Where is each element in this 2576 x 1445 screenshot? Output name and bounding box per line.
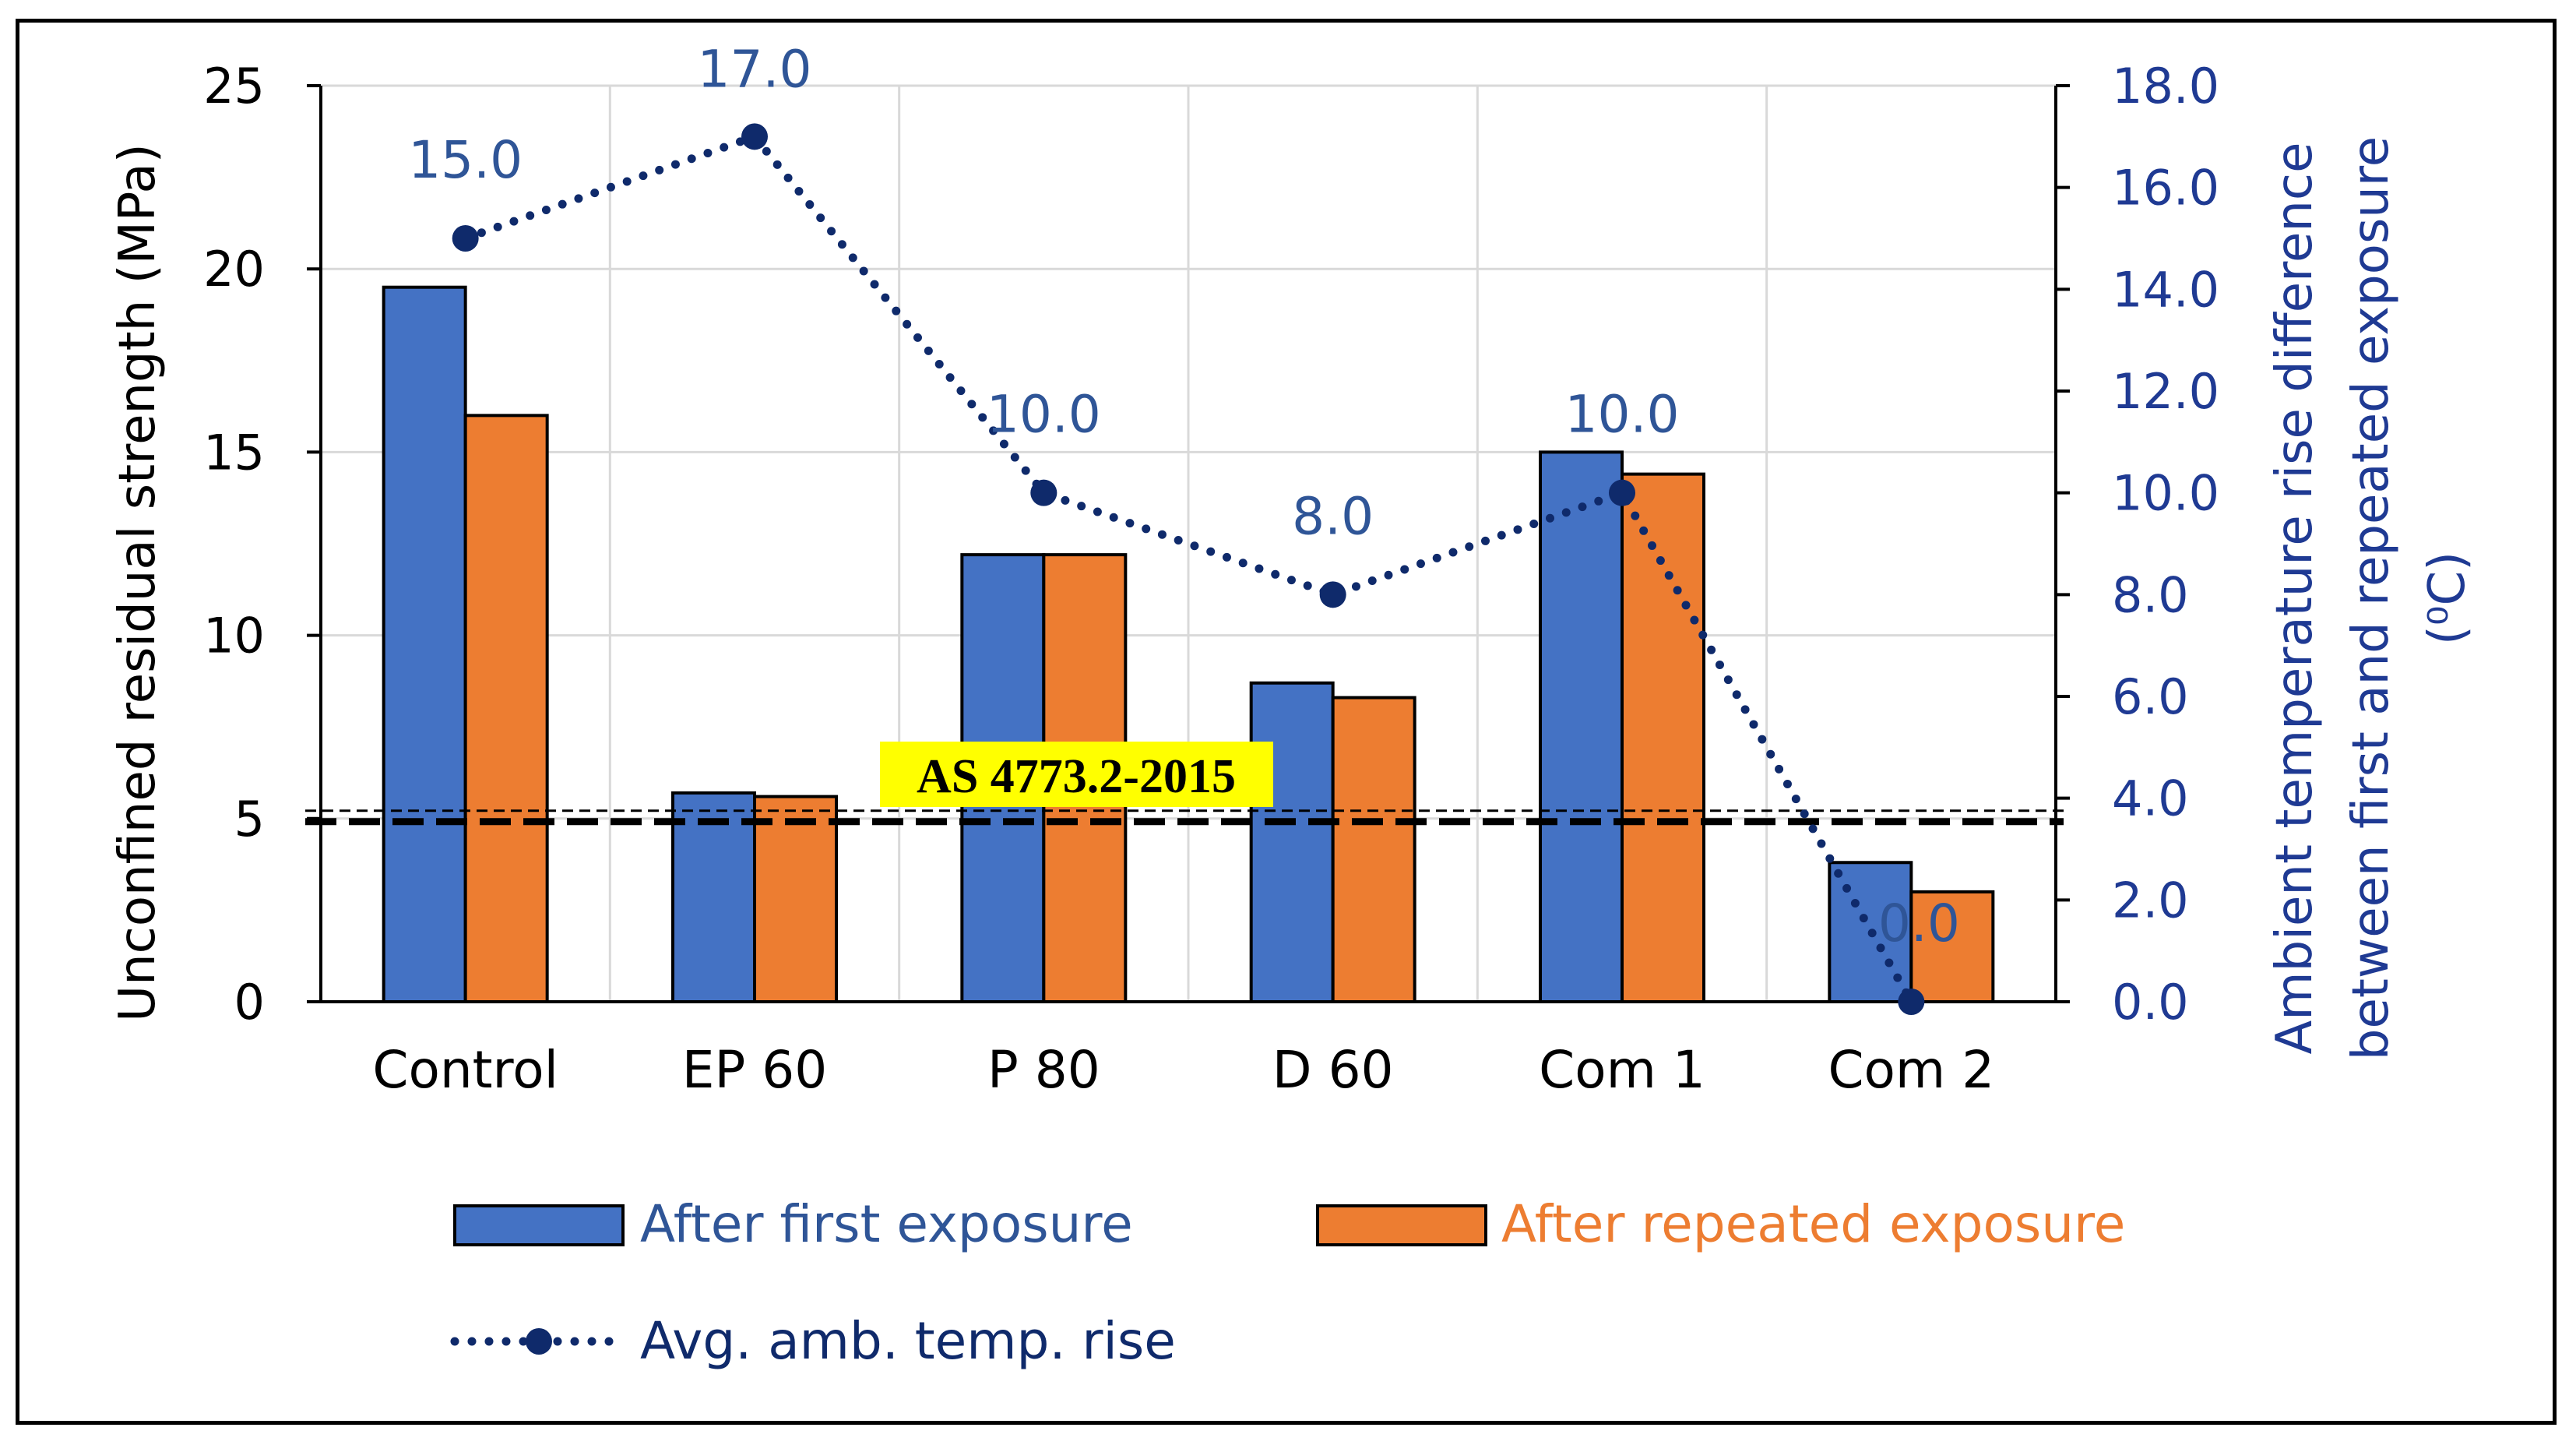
y-tick-label: 15 bbox=[203, 424, 265, 481]
bar-repeated-exposure bbox=[1331, 696, 1416, 1003]
x-tick-label: D 60 bbox=[1272, 1040, 1394, 1100]
figure-frame bbox=[16, 19, 2557, 1425]
temp-point bbox=[741, 123, 768, 150]
y2-tick-label: 16.0 bbox=[2112, 160, 2219, 217]
temp-data-label: 15.0 bbox=[408, 130, 523, 190]
legend: After first exposure After repeated expos… bbox=[450, 1194, 2125, 1371]
legend-label-temp: Avg. amb. temp. rise bbox=[640, 1311, 1176, 1371]
bar-first-exposure bbox=[1539, 450, 1624, 1003]
temp-point bbox=[1030, 479, 1057, 506]
temp-data-label: 10.0 bbox=[987, 385, 1101, 445]
y2-axis-title-unit: (⁰C) bbox=[2419, 552, 2476, 645]
legend-swatch-first-exposure bbox=[453, 1204, 625, 1246]
x-tick-label: Com 1 bbox=[1539, 1040, 1705, 1100]
temp-line bbox=[461, 131, 1916, 1006]
bar-repeated-exposure bbox=[1621, 472, 1705, 1003]
y2-axis-title-line2: between first and repeated exposure bbox=[2342, 136, 2400, 1060]
temp-point bbox=[1898, 989, 1925, 1015]
bar-first-exposure bbox=[1249, 681, 1335, 1003]
temp-data-label: 10.0 bbox=[1565, 385, 1680, 445]
y2-tick-label: 12.0 bbox=[2112, 363, 2219, 420]
legend-label-first-exposure: After first exposure bbox=[640, 1194, 1133, 1254]
y2-tick-label: 6.0 bbox=[2112, 668, 2189, 725]
y-tick-label: 25 bbox=[203, 58, 265, 115]
bar-repeated-exposure bbox=[463, 414, 549, 1003]
axes: 0 5 10 15 20 25 0.0 2.0 4.0 6.0 8.0 10.0 12.0 14.0 16.… bbox=[203, 58, 2219, 1100]
y-axis-title: Unconfined residual strength (MPa) bbox=[109, 143, 167, 1021]
y2-tick-label: 0.0 bbox=[2112, 974, 2189, 1031]
y-tick-label: 10 bbox=[203, 608, 265, 664]
bars bbox=[382, 285, 1995, 1004]
reference-label-bg bbox=[880, 742, 1273, 807]
temp-point bbox=[452, 225, 479, 252]
bar-repeated-exposure bbox=[753, 795, 838, 1003]
temp-point bbox=[1319, 581, 1346, 608]
reference-label: AS 4773.2-2015 bbox=[917, 750, 1236, 803]
y2-tick-label: 8.0 bbox=[2112, 566, 2189, 623]
legend-swatch-repeated-exposure bbox=[1316, 1204, 1487, 1246]
y2-axis-title-line1: Ambient temperature rise difference bbox=[2266, 143, 2324, 1055]
temp-data-label: 8.0 bbox=[1292, 486, 1374, 546]
y-tick-label: 20 bbox=[203, 241, 265, 298]
temp-line-series: 15.0 17.0 10.0 8.0 10.0 0.0 bbox=[408, 39, 1960, 1015]
y2-tick-label: 2.0 bbox=[2112, 872, 2189, 929]
bar-first-exposure bbox=[382, 285, 467, 1004]
gridlines bbox=[321, 84, 2057, 1002]
x-tick-label: Com 2 bbox=[1828, 1040, 1994, 1100]
temp-data-label: 0.0 bbox=[1878, 893, 1960, 953]
reference-line: AS 4773.2-2015 bbox=[305, 742, 2064, 826]
temp-point bbox=[1609, 479, 1635, 506]
legend-label-repeated-exposure: After repeated exposure bbox=[1501, 1194, 2125, 1254]
y-tick-label: 0 bbox=[234, 974, 265, 1031]
y2-tick-label: 4.0 bbox=[2112, 770, 2189, 827]
y2-tick-label: 10.0 bbox=[2112, 465, 2219, 522]
temp-data-label: 17.0 bbox=[698, 39, 812, 99]
y2-tick-label: 14.0 bbox=[2112, 261, 2219, 318]
x-tick-label: Control bbox=[372, 1040, 558, 1100]
x-tick-label: P 80 bbox=[987, 1040, 1100, 1100]
y2-tick-label: 18.0 bbox=[2112, 58, 2219, 115]
x-tick-label: EP 60 bbox=[682, 1040, 827, 1100]
y-tick-label: 5 bbox=[234, 791, 265, 848]
legend-marker-temp bbox=[526, 1328, 552, 1355]
